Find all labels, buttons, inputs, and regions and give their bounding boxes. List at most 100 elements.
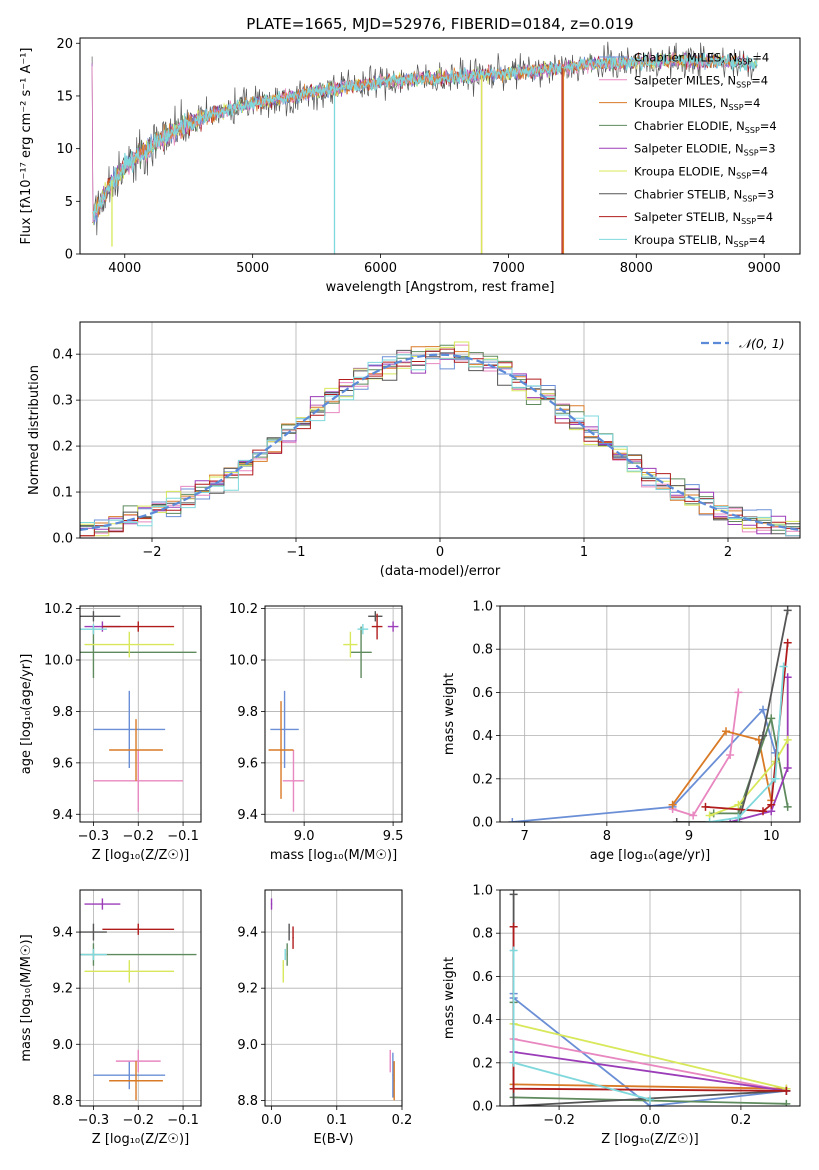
series-marker [767, 800, 776, 809]
y-tick-label: 0.2 [52, 440, 73, 455]
x-tick-label: 9.0 [294, 829, 315, 844]
legend-label: Salpeter STELIB, NSSP=4 [634, 210, 773, 226]
legend-subscript: SSP [744, 149, 759, 158]
y-tick-label: 15 [56, 89, 73, 104]
series-marker [646, 1095, 654, 1104]
errorbar-point [84, 898, 121, 910]
series-marker [734, 688, 743, 697]
y-tick-label: 0.4 [472, 1013, 493, 1028]
y-axis-label: Normed distribution [27, 365, 42, 495]
legend-suffix: =3 [759, 142, 776, 156]
y-axis-label: Flux [fλ10⁻¹⁷ erg cm⁻² s⁻¹ A⁻¹] [19, 48, 34, 245]
errorbar-point [389, 1049, 391, 1073]
series-line [672, 692, 740, 817]
y-tick-label: 0.8 [472, 927, 493, 942]
series-marker [759, 807, 768, 816]
y-tick-label: 9.2 [237, 982, 258, 997]
x-tick-label: −0.1 [167, 829, 199, 844]
series-marker [783, 638, 792, 647]
errorbar-point [80, 948, 107, 961]
series-marker [705, 818, 714, 822]
x-tick-label: 7000 [492, 261, 525, 276]
series-line [512, 950, 651, 1101]
series-line [513, 1051, 787, 1092]
errorbar-point [282, 960, 284, 983]
series-line [671, 730, 773, 806]
errorbar-point [270, 898, 273, 910]
series-marker [782, 1086, 791, 1095]
residuals-panel: −2 −1 0 1 2 0.0 0.1 0.2 0.3 0.4 (data-model)/error… [27, 321, 801, 579]
y-tick-label: 9.0 [52, 1038, 73, 1053]
series-line [512, 707, 777, 822]
y-tick-label: 9.8 [52, 705, 73, 720]
y-tick-label: 0.8 [472, 643, 493, 658]
axes-frame [79, 605, 202, 823]
x-tick-label: −0.2 [543, 1113, 575, 1128]
y-tick-label: 9.6 [237, 756, 258, 771]
series-marker [726, 751, 735, 760]
y-tick-label: 0.6 [472, 970, 493, 985]
legend-suffix: =4 [751, 73, 768, 87]
series-marker [509, 1102, 518, 1106]
hist-step-salpeter-stelib [80, 348, 800, 537]
errorbar-point [80, 626, 197, 678]
y-tick-label: 0.4 [472, 729, 493, 744]
y-tick-label: 10.2 [229, 602, 258, 617]
y-tick-label: 10.2 [44, 602, 73, 617]
series-marker [668, 800, 677, 809]
errorbar-point [93, 750, 184, 812]
x-tick-label: −1 [286, 545, 305, 560]
y-tick-label: 10 [56, 142, 73, 157]
errorbar-point [93, 690, 166, 768]
y-tick-label: 0 [65, 248, 73, 263]
series-marker [509, 1084, 518, 1093]
legend-subscript: SSP [742, 194, 757, 203]
massweight-vs-age-panel: 7 8 9 10 0.0 0.2 0.4 0.6 0.8 1.0 age [log₁₀(age/yr… [442, 600, 801, 863]
series-marker [734, 800, 743, 809]
y-tick-label: 8.8 [52, 1094, 73, 1109]
x-tick-label: −0.1 [167, 1113, 199, 1128]
series-marker [509, 946, 518, 955]
errorbar-point [292, 926, 294, 949]
massweight-vs-Z-panel: −0.2 0.0 0.2 0.0 0.2 0.4 0.6 0.8 1.0 Z [log₁₀(Z/Z… [442, 884, 801, 1147]
y-tick-label: 20 [56, 37, 73, 52]
errorbar-point [284, 948, 286, 961]
series-marker [722, 727, 731, 736]
legend-suffix: =3 [757, 187, 774, 201]
legend-label: Chabrier MILES, NSSP=4 [634, 51, 769, 67]
axes-frame [264, 889, 403, 1107]
errorbar-point [268, 701, 294, 799]
y-tick-label: 1.0 [472, 884, 493, 899]
x-tick-label: 2 [724, 545, 732, 560]
residuals-marks [80, 341, 800, 537]
spectrum-panel: 4000 5000 6000 7000 8000 9000 0 5 10 15 20 waveleng… [19, 37, 801, 295]
series-marker [783, 606, 792, 615]
y-tick-label: 0.6 [472, 686, 493, 701]
spectrum-line-chabrier-stelib [91, 41, 758, 236]
errorbar-point [80, 624, 107, 635]
series-marker [701, 802, 710, 811]
legend-label: Kroupa MILES, NSSP=4 [634, 96, 760, 112]
x-axis-label: mass [log₁₀(M/M☉)] [270, 848, 397, 863]
errorbar-point [84, 960, 175, 983]
axes-frame [79, 321, 801, 539]
series-marker [783, 764, 792, 772]
legend-label: Chabrier STELIB, NSSP=3 [634, 187, 774, 203]
y-tick-label: 9.4 [237, 926, 258, 941]
legend-subscript: SSP [741, 217, 756, 226]
errorbar-point [282, 750, 305, 812]
errorbar-point [368, 611, 383, 622]
mass-vs-Z-panel: −0.3 −0.2 −0.1 8.8 9.0 9.2 9.4 Z [log₁₀(Z/Z☉)] m… [19, 889, 202, 1147]
x-tick-label: −0.3 [78, 1113, 110, 1128]
x-axis-label: (data-model)/error [380, 564, 501, 579]
errorbar-point [109, 1061, 163, 1101]
series-marker [779, 662, 788, 671]
legend-subscript: SSP [736, 172, 751, 181]
legend-suffix: =4 [752, 51, 769, 65]
x-tick-label: 4000 [108, 261, 141, 276]
axes-frame [264, 605, 403, 823]
y-tick-label: 9.4 [52, 808, 73, 823]
y-tick-label: 0.0 [52, 532, 73, 547]
legend-label: 𝒩(0, 1) [739, 336, 785, 351]
legend-suffix: =4 [751, 165, 768, 179]
